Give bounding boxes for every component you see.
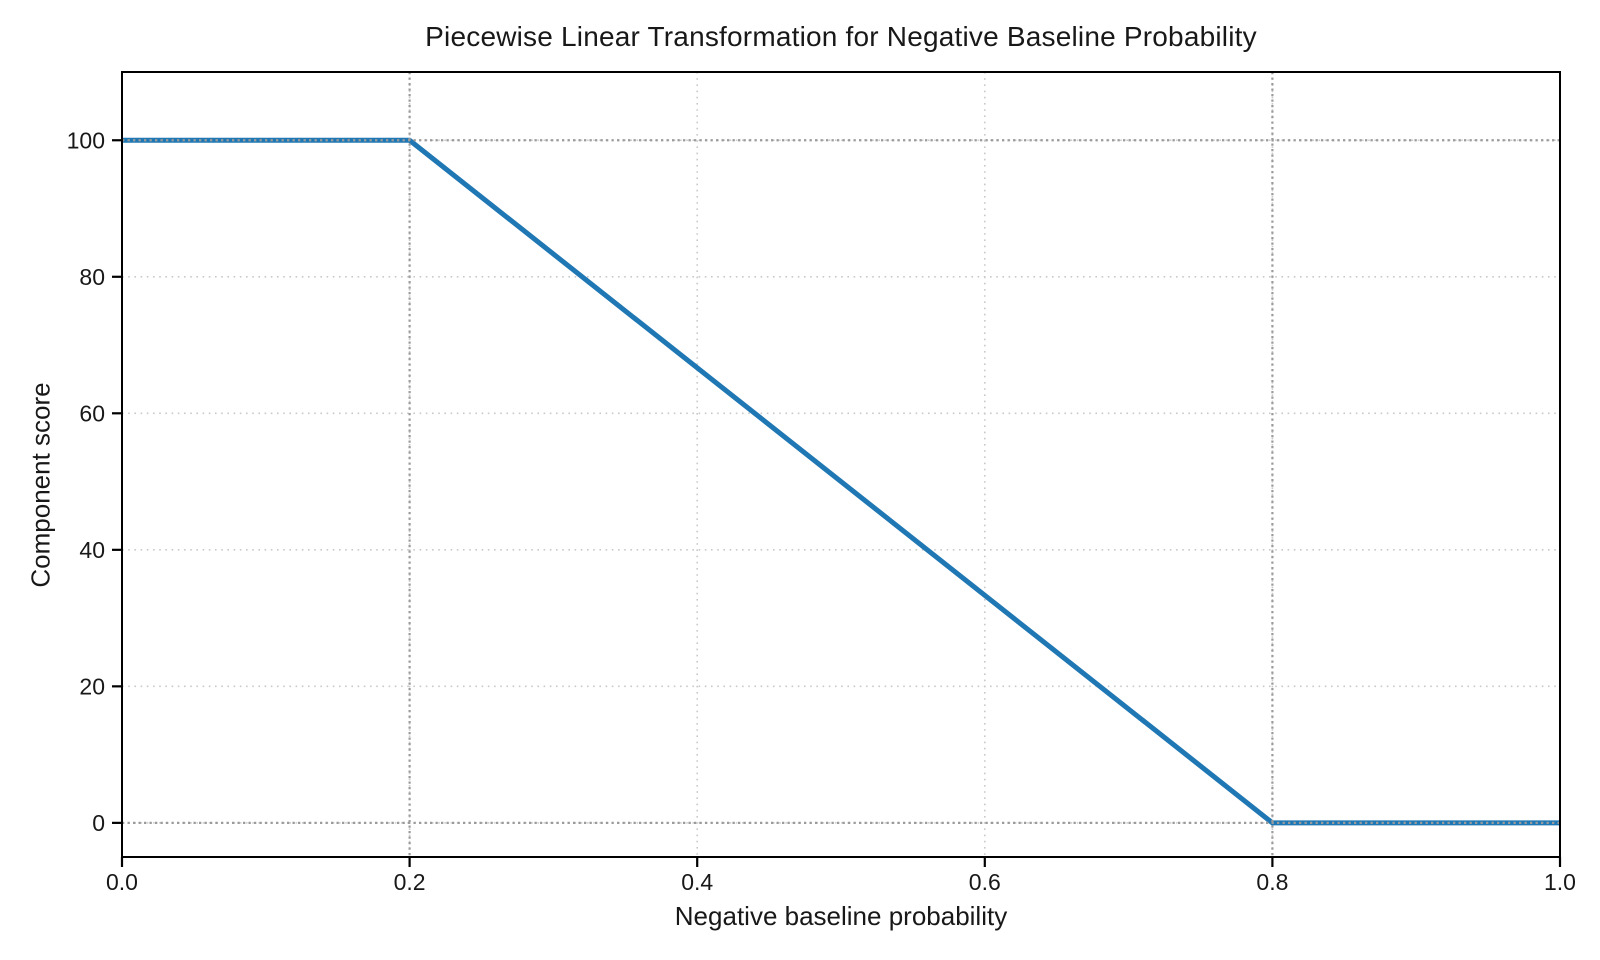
chart-title: Piecewise Linear Transformation for Nega… <box>425 21 1257 52</box>
x-axis-label: Negative baseline probability <box>674 901 1008 931</box>
x-tick-label: 0.6 <box>969 869 1001 895</box>
y-tick-label: 40 <box>79 537 105 563</box>
x-tick-label: 0.8 <box>1256 869 1288 895</box>
emphasis-lines-layer <box>122 72 1560 857</box>
data-line-component-score <box>122 137 1560 826</box>
y-tick-label: 60 <box>79 400 105 426</box>
y-tick-label: 20 <box>79 673 105 699</box>
axes-box <box>121 71 1561 858</box>
ticks-layer: 0.0 0.2 0.4 0.6 0.8 1.0 0 20 40 60 80 100 <box>67 127 1576 895</box>
x-tick-label: 0.4 <box>681 869 713 895</box>
y-tick-label: 80 <box>79 264 105 290</box>
gridlines-layer <box>121 72 1561 857</box>
y-tick-label: 0 <box>92 810 105 836</box>
series-layer <box>122 137 1560 826</box>
x-tick-label: 1.0 <box>1544 869 1576 895</box>
y-axis-label: Component score <box>25 382 56 588</box>
y-tick-label: 100 <box>67 127 105 153</box>
x-tick-label: 0.0 <box>106 869 138 895</box>
x-tick-label: 0.2 <box>394 869 426 895</box>
